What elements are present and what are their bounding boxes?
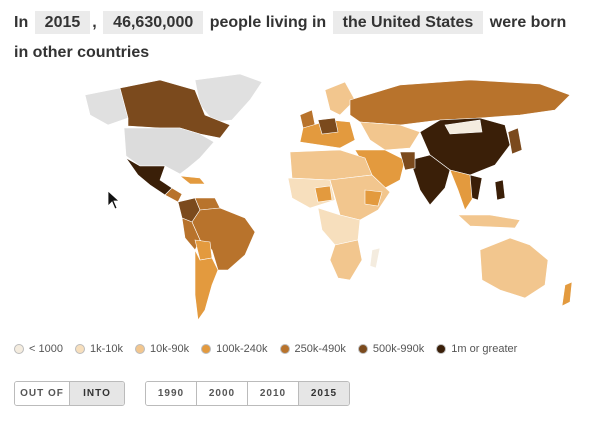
canada[interactable] [119, 79, 231, 139]
legend-label: 1k-10k [89, 343, 123, 355]
legend-label: 1m or greater [451, 343, 518, 355]
legend-item: 100k-240k [201, 343, 268, 355]
madagascar[interactable] [369, 247, 381, 269]
direction-toggle: OUT OF INTO [14, 381, 125, 406]
legend-item: 250k-490k [279, 343, 346, 355]
year-toggle: 1990 2000 2010 2015 [145, 381, 350, 406]
germany-poland[interactable] [317, 117, 339, 135]
scandinavia[interactable] [324, 81, 356, 116]
count: 46,630,000 [103, 11, 204, 34]
usa[interactable] [123, 127, 215, 175]
india[interactable] [409, 154, 451, 206]
legend-swatch [74, 344, 85, 354]
russia[interactable] [349, 79, 571, 126]
central-asia[interactable] [359, 121, 421, 151]
toggle-button[interactable]: INTO [70, 382, 124, 405]
headline-text: , [92, 14, 97, 31]
ethiopia[interactable] [364, 189, 383, 207]
chile-argentina[interactable] [194, 249, 219, 321]
indonesia[interactable] [457, 214, 521, 229]
legend-swatch [357, 344, 368, 354]
legend-swatch [279, 344, 290, 354]
headline: In 2015, 46,630,000 people living in the… [14, 8, 584, 68]
southern-africa[interactable] [329, 239, 363, 281]
australia[interactable] [479, 237, 549, 299]
legend-item: < 1000 [14, 343, 63, 355]
toggle-button[interactable]: 2015 [299, 382, 349, 405]
year-picker[interactable]: 2015 [34, 11, 91, 34]
central-america[interactable] [164, 187, 183, 203]
legend-label: 250k-490k [294, 343, 346, 355]
legend-swatch [134, 344, 145, 354]
toggle-button[interactable]: 2000 [197, 382, 248, 405]
pakistan[interactable] [399, 151, 416, 171]
alaska[interactable] [84, 87, 129, 126]
toggle-button[interactable]: 2010 [248, 382, 299, 405]
country-picker[interactable]: the United States [332, 11, 484, 34]
legend-swatch [436, 344, 447, 354]
legend-label: 500k-990k [372, 343, 425, 355]
legend-label: < 1000 [29, 343, 63, 355]
new-zealand[interactable] [561, 281, 573, 307]
headline-text: people living in [209, 14, 327, 31]
nigeria[interactable] [314, 185, 333, 203]
world-map [84, 73, 573, 321]
legend-label: 100k-240k [216, 343, 268, 355]
legend: < 1000 1k-10k 10k-90k 100k-240k 250k-490k 500… [14, 343, 517, 355]
legend-item: 500k-990k [357, 343, 425, 355]
cursor [107, 190, 121, 210]
headline-text: In [14, 14, 29, 31]
headline-text: were born in other countries [14, 14, 567, 61]
legend-swatch [201, 344, 212, 354]
caribbean[interactable] [179, 175, 206, 185]
philippines[interactable] [494, 179, 506, 201]
vietnam[interactable] [469, 174, 483, 201]
legend-swatch [14, 344, 24, 354]
legend-item: 10k-90k [134, 343, 190, 355]
legend-item: 1m or greater [436, 343, 517, 355]
legend-item: 1k-10k [74, 343, 123, 355]
legend-label: 10k-90k [149, 343, 190, 355]
toggle-button[interactable]: 1990 [146, 382, 197, 405]
southeast-asia[interactable] [449, 169, 476, 211]
mongolia[interactable] [444, 119, 483, 135]
korea-japan[interactable] [507, 127, 523, 155]
toggle-button[interactable]: OUT OF [15, 382, 70, 405]
